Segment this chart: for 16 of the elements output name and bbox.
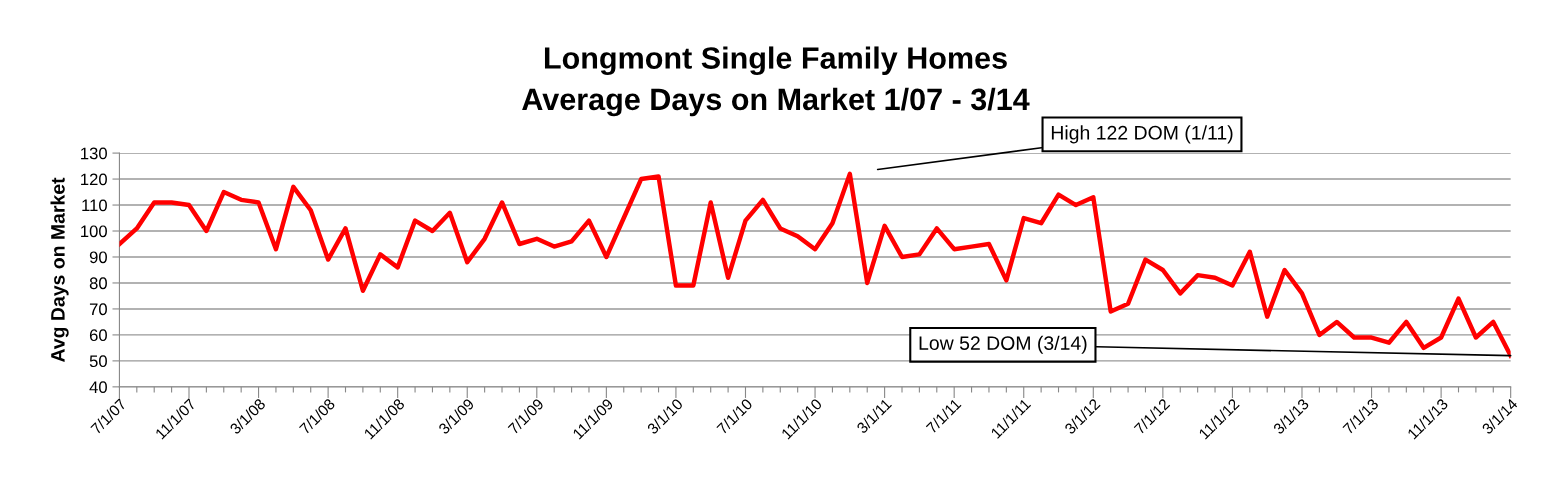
y-tick-label: 40 (89, 381, 107, 394)
chart-subtitle: Average Days on Market 1/07 - 3/14 (522, 87, 1030, 117)
text: High 122 DOM (1/11) (1051, 125, 1233, 144)
annotation: Low 52 DOM (3/14) (919, 335, 1087, 354)
y-tick-label: 60 (89, 329, 107, 342)
y-tick-label: 80 (89, 277, 107, 290)
line-series (119, 171, 1511, 358)
y-tick-label: 90 (89, 251, 107, 264)
y-axis-title: Avg Days on Market (50, 177, 69, 363)
y-tick-label: 100 (81, 225, 107, 238)
y-tick-label: 120 (81, 173, 107, 186)
y-tick-label: 130 (81, 147, 107, 160)
y-tick-label: 110 (82, 199, 107, 212)
chart-title: Longmont Single Family Homes (544, 46, 1007, 76)
y-tick-label: 50 (89, 355, 107, 368)
y-tick-label: 70 (89, 303, 107, 316)
